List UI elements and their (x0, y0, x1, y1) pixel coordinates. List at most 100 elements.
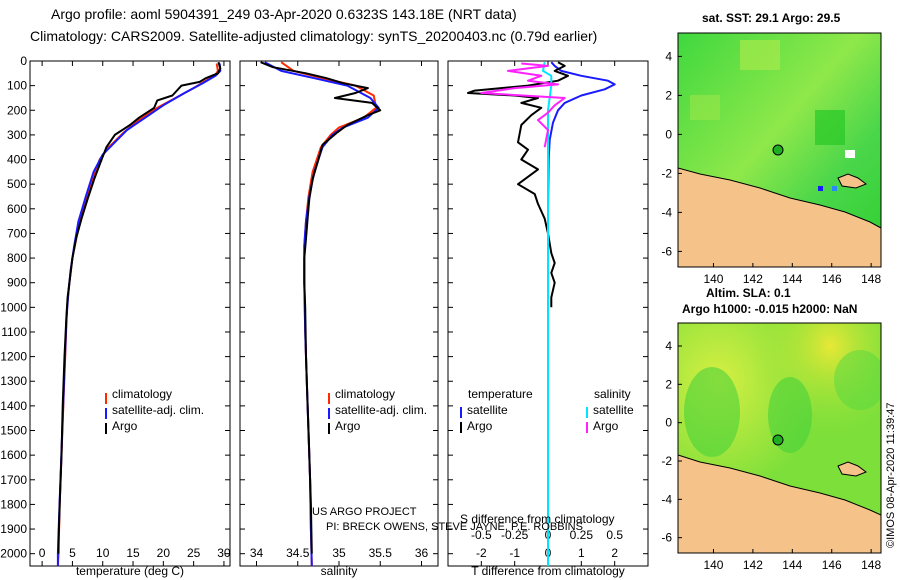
y-tick-label: 700 (7, 226, 27, 240)
map-y-tick-label: 2 (665, 88, 672, 102)
y-tick-label: 1000 (0, 300, 27, 314)
x-tick-label: 1 (578, 546, 585, 560)
s-diff-tick-label: -0.25 (501, 528, 529, 542)
y-tick-label: 400 (7, 153, 27, 167)
map-x-tick-label: 146 (822, 558, 842, 572)
s-diff-tick-label: 0.25 (570, 528, 594, 542)
salinity-frame (239, 60, 439, 567)
y-tick-label: 1200 (0, 350, 27, 364)
map-x-tick-label: 144 (782, 272, 802, 286)
sla-map-frame (677, 322, 882, 554)
map-x-tick-label: 148 (861, 558, 881, 572)
header-line-2: Climatology: CARS2009. Satellite-adjuste… (30, 28, 597, 44)
x-tick-label: 20 (157, 546, 171, 560)
sla-map-image (678, 323, 881, 553)
series-line-satellite-adj-clim- (56, 63, 222, 566)
legend-argo-label: Argo (112, 419, 138, 433)
y-tick-label: 100 (7, 79, 27, 93)
legend-temperature-title: temperature (468, 387, 533, 401)
x-tick-label: 25 (187, 546, 201, 560)
profile-panels: 0100200300400500600700800900100011001200… (0, 54, 649, 578)
legend-s-argo-label: Argo (593, 419, 619, 433)
series-line-t-argo (467, 61, 569, 308)
legend-s-satellite-label: satellite (593, 403, 634, 417)
series-line-satellite-adj-clim- (264, 61, 380, 567)
sst-map-title: sat. SST: 29.1 Argo: 29.5 (702, 11, 841, 25)
salinity-xlabel: salinity (321, 564, 358, 578)
sst-land (678, 167, 881, 267)
s-diff-tick-label: 0.5 (606, 528, 623, 542)
map-x-tick-label: 148 (861, 272, 881, 286)
x-tick-label: -2 (476, 546, 487, 560)
watermark: ©IMOS 08-Apr-2020 11:39:47 (885, 403, 897, 548)
project-credit-line-2: PI: BRECK OWENS, STEVE JAYNE, P.E. ROBBI… (326, 521, 583, 533)
x-tick-label: 0 (39, 546, 46, 560)
x-tick-label: 36 (415, 546, 429, 560)
sst-map-frame (677, 32, 882, 268)
y-tick-label: 0 (20, 54, 27, 68)
map-y-tick-label: 4 (665, 49, 672, 63)
y-tick-label: 1500 (0, 424, 27, 438)
y-tick-label: 1600 (0, 448, 27, 462)
map-y-tick-label: -6 (661, 244, 672, 258)
y-tick-label: 500 (7, 177, 27, 191)
legend-t-argo-label: Argo (467, 419, 493, 433)
map-x-tick-label: 146 (822, 272, 842, 286)
sst-island (837, 173, 868, 189)
map-y-tick-label: -4 (661, 492, 672, 506)
temperature-xlabel: temperature (deg C) (76, 564, 184, 578)
series-line-t-satellite (547, 61, 616, 566)
series-line-argo (57, 61, 222, 554)
difference-xlabel: T difference from climatology (471, 564, 625, 578)
legend-satellite-label: satellite-adj. clim. (112, 403, 204, 417)
salinity-legend: climatology satellite-adj. clim. Argo US… (312, 387, 583, 533)
map-y-tick-label: 4 (665, 339, 672, 353)
map-y-tick-label: -2 (661, 166, 672, 180)
map-x-tick-label: 144 (782, 558, 802, 572)
sla-map-title: Altim. SLA: 0.1 (706, 286, 791, 300)
map-y-tick-label: 2 (665, 377, 672, 391)
y-tick-label: 1300 (0, 374, 27, 388)
x-tick-label: 34.5 (286, 546, 310, 560)
salinity-panel: 34 34.5 35 35.5 36 salinity (239, 60, 439, 578)
map-x-tick-label: 142 (743, 558, 763, 572)
y-tick-label: 1100 (1, 325, 27, 339)
sla-island (837, 461, 868, 477)
x-tick-label: 10 (96, 546, 110, 560)
x-tick-label: 15 (126, 546, 140, 560)
sst-map-image (678, 33, 881, 267)
series-line-s-argo (480, 62, 566, 148)
y-tick-label: 1700 (0, 473, 27, 487)
map-y-tick-label: -6 (661, 531, 672, 545)
difference-legend: temperature salinity satellite Argo sate… (460, 387, 634, 526)
sst-argo-marker (772, 144, 784, 156)
y-tick-label: 600 (7, 202, 27, 216)
map-y-tick-label: -4 (661, 205, 672, 219)
y-tick-label: 2000 (0, 547, 27, 561)
sla-land (678, 454, 881, 553)
project-credit-line-1: US ARGO PROJECT (312, 506, 417, 518)
legend-satellite-label: satellite-adj. clim. (335, 403, 427, 417)
sla-map-subtitle: Argo h1000: -0.015 h2000: NaN (682, 302, 857, 316)
map-y-tick-label: 0 (665, 127, 672, 141)
temperature-frame (29, 60, 231, 567)
series-line-climatology (280, 61, 378, 567)
temperature-legend: climatology satellite-adj. clim. Argo (105, 387, 204, 434)
x-tick-label: 35 (332, 546, 346, 560)
x-tick-label: 30 (217, 546, 231, 560)
y-tick-label: 1800 (0, 497, 27, 511)
maps: sat. SST: 29.1 Argo: 29.5 Altim. SLA: 0.… (661, 11, 897, 572)
series-line-climatology (56, 63, 219, 567)
map-y-tick-label: 0 (665, 416, 672, 430)
legend-t-satellite-label: satellite (467, 403, 508, 417)
series-line-argo (260, 61, 382, 554)
legend-salinity-title: salinity (594, 387, 631, 401)
sla-argo-marker (772, 434, 784, 446)
legend-argo-label: Argo (335, 419, 361, 433)
y-tick-label: 300 (7, 128, 27, 142)
x-tick-label: 2 (611, 546, 618, 560)
y-tick-label: 900 (7, 276, 27, 290)
y-tick-label: 1900 (0, 522, 27, 536)
y-tick-label: 1400 (0, 399, 27, 413)
